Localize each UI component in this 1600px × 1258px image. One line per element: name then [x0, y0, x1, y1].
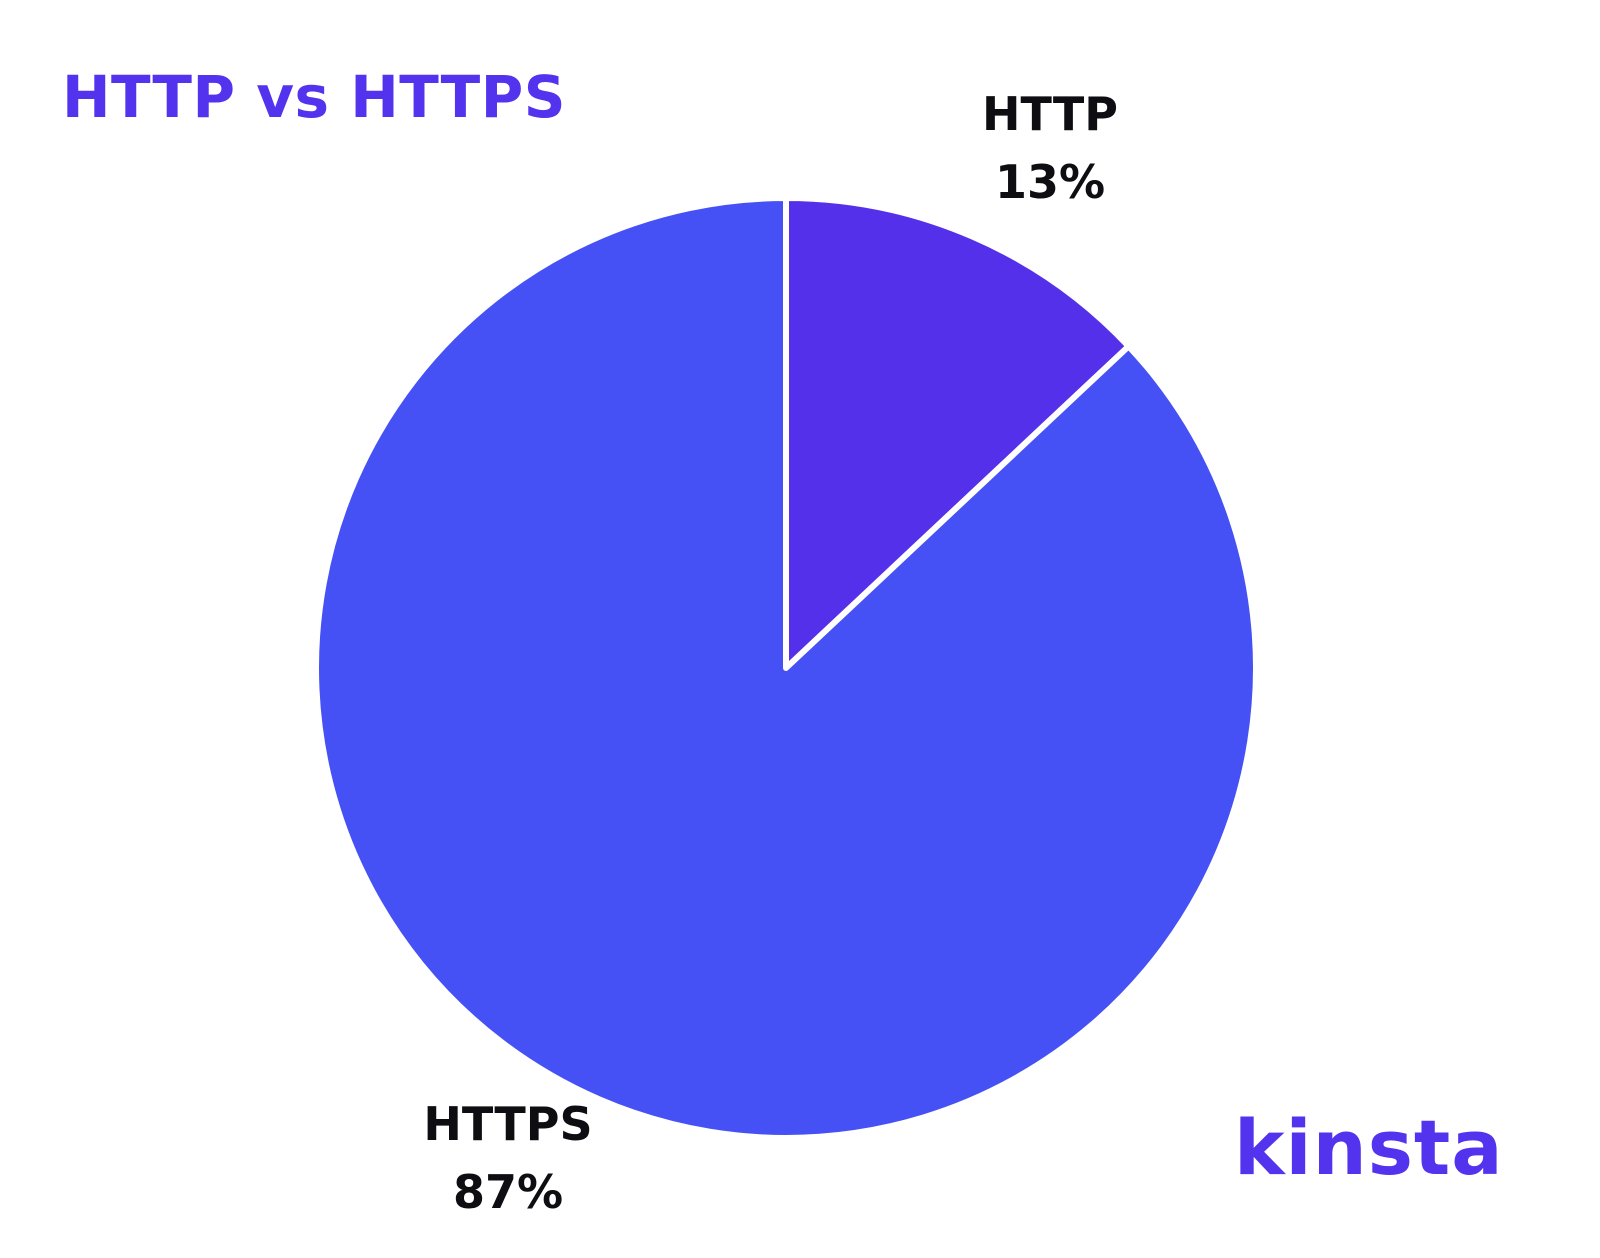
- kinsta-logo: kinsta: [1234, 1103, 1504, 1192]
- pie-slice-http: [783, 195, 1132, 671]
- pie-slices: [313, 195, 1259, 1141]
- slice-name-https: HTTPS: [423, 1097, 593, 1151]
- slice-label-http: HTTP 13%: [960, 80, 1140, 216]
- chart-title: HTTP vs HTTPS: [62, 63, 567, 131]
- slice-value-https: 87%: [452, 1165, 564, 1219]
- slice-value-http: 13%: [994, 155, 1106, 209]
- slice-label-https: HTTPS 87%: [408, 1090, 608, 1226]
- pie-slice-https: [313, 195, 1259, 1141]
- slice-name-http: HTTP: [981, 87, 1119, 141]
